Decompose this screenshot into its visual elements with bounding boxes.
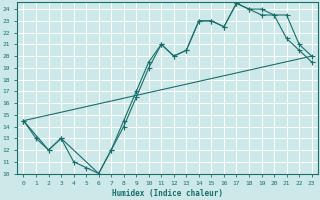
X-axis label: Humidex (Indice chaleur): Humidex (Indice chaleur) [112, 189, 223, 198]
